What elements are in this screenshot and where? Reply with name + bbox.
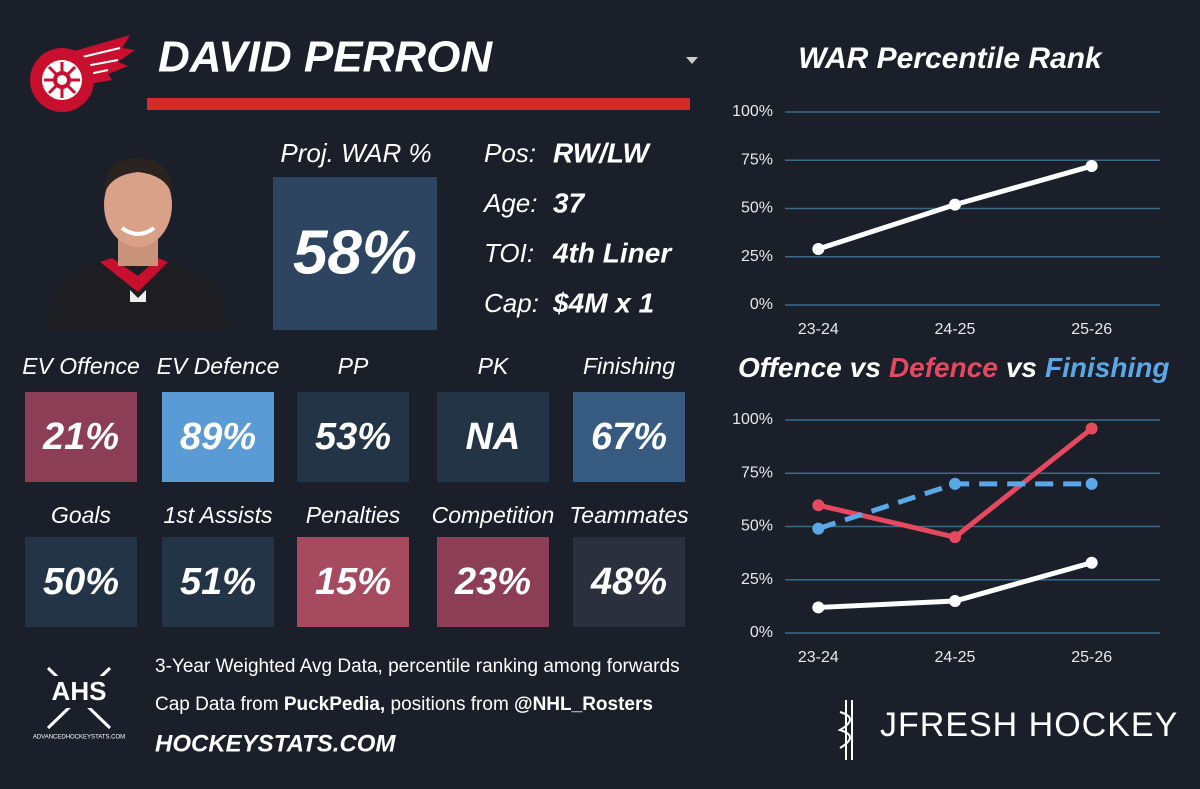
- point: [1085, 477, 1098, 490]
- info-value: 4th Liner: [552, 237, 673, 268]
- tile-value: 23%: [454, 561, 531, 603]
- y-tick-label: 25%: [741, 248, 773, 265]
- x-tick-label: 23-24: [798, 649, 839, 666]
- tile-value: 48%: [590, 561, 667, 603]
- tile-label: Finishing: [583, 353, 675, 379]
- credit-source[interactable]: @NHL_Rosters: [514, 694, 653, 715]
- tile-value: NA: [466, 416, 521, 458]
- x-tick-label: 25-26: [1071, 649, 1112, 666]
- point: [812, 243, 825, 256]
- y-tick-label: 75%: [741, 464, 773, 481]
- x-tick-label: 23-24: [798, 321, 839, 338]
- tile-value: 50%: [43, 561, 119, 603]
- footer-credits: Cap Data from PuckPedia, positions from …: [155, 694, 653, 715]
- tile-value: 67%: [591, 416, 667, 458]
- info-value: $4M x 1: [552, 287, 654, 318]
- x-tick-label: 24-25: [935, 649, 976, 666]
- footer-note: 3-Year Weighted Avg Data, percentile ran…: [155, 656, 680, 677]
- tile-value: 15%: [315, 561, 391, 603]
- tile-label: Penalties: [306, 502, 401, 528]
- info-label: TOI:: [484, 238, 534, 268]
- y-tick-label: 100%: [732, 103, 773, 120]
- point: [949, 595, 961, 608]
- tile-label: PP: [338, 353, 369, 379]
- brand-logo: [837, 700, 853, 760]
- y-tick-label: 0%: [750, 296, 773, 313]
- title-series-name: Finishing: [1045, 352, 1169, 383]
- x-tick-label: 25-26: [1071, 321, 1112, 338]
- point: [949, 477, 961, 490]
- y-tick-label: 50%: [741, 518, 773, 535]
- point: [812, 499, 825, 512]
- title-series-name: Offence: [738, 352, 842, 383]
- tile-value: 89%: [180, 416, 256, 458]
- info-label: Cap:: [484, 288, 539, 318]
- ahs-logo: AHS ADVANCEDHOCKEYSTATS.COM: [33, 666, 125, 741]
- tile: [437, 537, 549, 627]
- tile-label: Teammates: [569, 502, 689, 528]
- proj-war-value: 58%: [293, 218, 417, 287]
- tile: [25, 537, 137, 627]
- dropdown-arrow[interactable]: [686, 57, 698, 64]
- point: [949, 531, 961, 544]
- tile-value: 53%: [315, 416, 391, 458]
- proj-war-label: Proj. WAR %: [280, 138, 431, 168]
- ahs-logo-subtext: ADVANCEDHOCKEYSTATS.COM: [33, 735, 125, 741]
- y-tick-label: 100%: [732, 411, 773, 428]
- tile: [437, 392, 549, 482]
- title-separator: vs: [1006, 352, 1037, 383]
- y-tick-label: 50%: [741, 200, 773, 217]
- footer-site[interactable]: HOCKEYSTATS.COM: [155, 730, 396, 757]
- title-separator: vs: [850, 352, 881, 383]
- credit-source[interactable]: PuckPedia,: [284, 694, 385, 715]
- tile: [573, 392, 685, 482]
- title-series-name: Defence: [889, 352, 998, 383]
- tile-label: EV Offence: [22, 353, 140, 379]
- tile-label: EV Defence: [157, 353, 280, 379]
- point: [812, 522, 825, 535]
- ahs-logo-text: AHS: [52, 676, 107, 706]
- chart-title: WAR Percentile Rank: [798, 42, 1103, 75]
- x-tick-label: 24-25: [935, 321, 976, 338]
- info-label: Pos:: [484, 138, 536, 168]
- tile: [162, 392, 274, 482]
- tile: [25, 392, 137, 482]
- point: [1085, 160, 1098, 173]
- charts: WAR Percentile Rank 0% 25% 50% 75% 100% 23-24 2…: [732, 42, 1169, 666]
- info-value: RW/LW: [553, 137, 651, 168]
- player-info: Pos: RW/LW Age: 37 TOI: 4th Liner Cap: $4M x 1: [482, 137, 673, 318]
- tile: [297, 537, 409, 627]
- point: [812, 601, 825, 614]
- tile-label: PK: [478, 353, 510, 379]
- info-label: Age:: [482, 188, 538, 218]
- point: [1085, 556, 1098, 569]
- info-value: 37: [553, 187, 586, 218]
- name-underline: [147, 98, 690, 110]
- player-name: DAVID PERRON: [158, 33, 493, 82]
- tile-value: 51%: [180, 561, 256, 603]
- tile-label: 1st Assists: [163, 502, 273, 528]
- tile-label: Competition: [432, 502, 555, 528]
- stat-tiles: EV Offence 21% EV Defence 89% PP 53% PK NA Finis…: [22, 353, 689, 627]
- tile: [573, 537, 685, 627]
- point: [949, 198, 961, 211]
- y-tick-label: 0%: [750, 624, 773, 641]
- brand-name: JFRESH HOCKEY: [880, 706, 1178, 744]
- tile-label: Goals: [51, 502, 112, 528]
- chart-title: Offence vs Defence vs Finishing: [738, 352, 1169, 383]
- proj-war-box: [273, 177, 437, 330]
- player-photo: [45, 158, 230, 330]
- y-tick-label: 25%: [741, 571, 773, 588]
- tile-value: 21%: [42, 416, 119, 458]
- credit-text: positions from: [385, 694, 514, 715]
- point: [1085, 422, 1098, 435]
- y-tick-label: 75%: [741, 151, 773, 168]
- tile: [297, 392, 409, 482]
- team-logo: [30, 35, 135, 112]
- credit-text: Cap Data from: [155, 694, 284, 715]
- tile: [162, 537, 274, 627]
